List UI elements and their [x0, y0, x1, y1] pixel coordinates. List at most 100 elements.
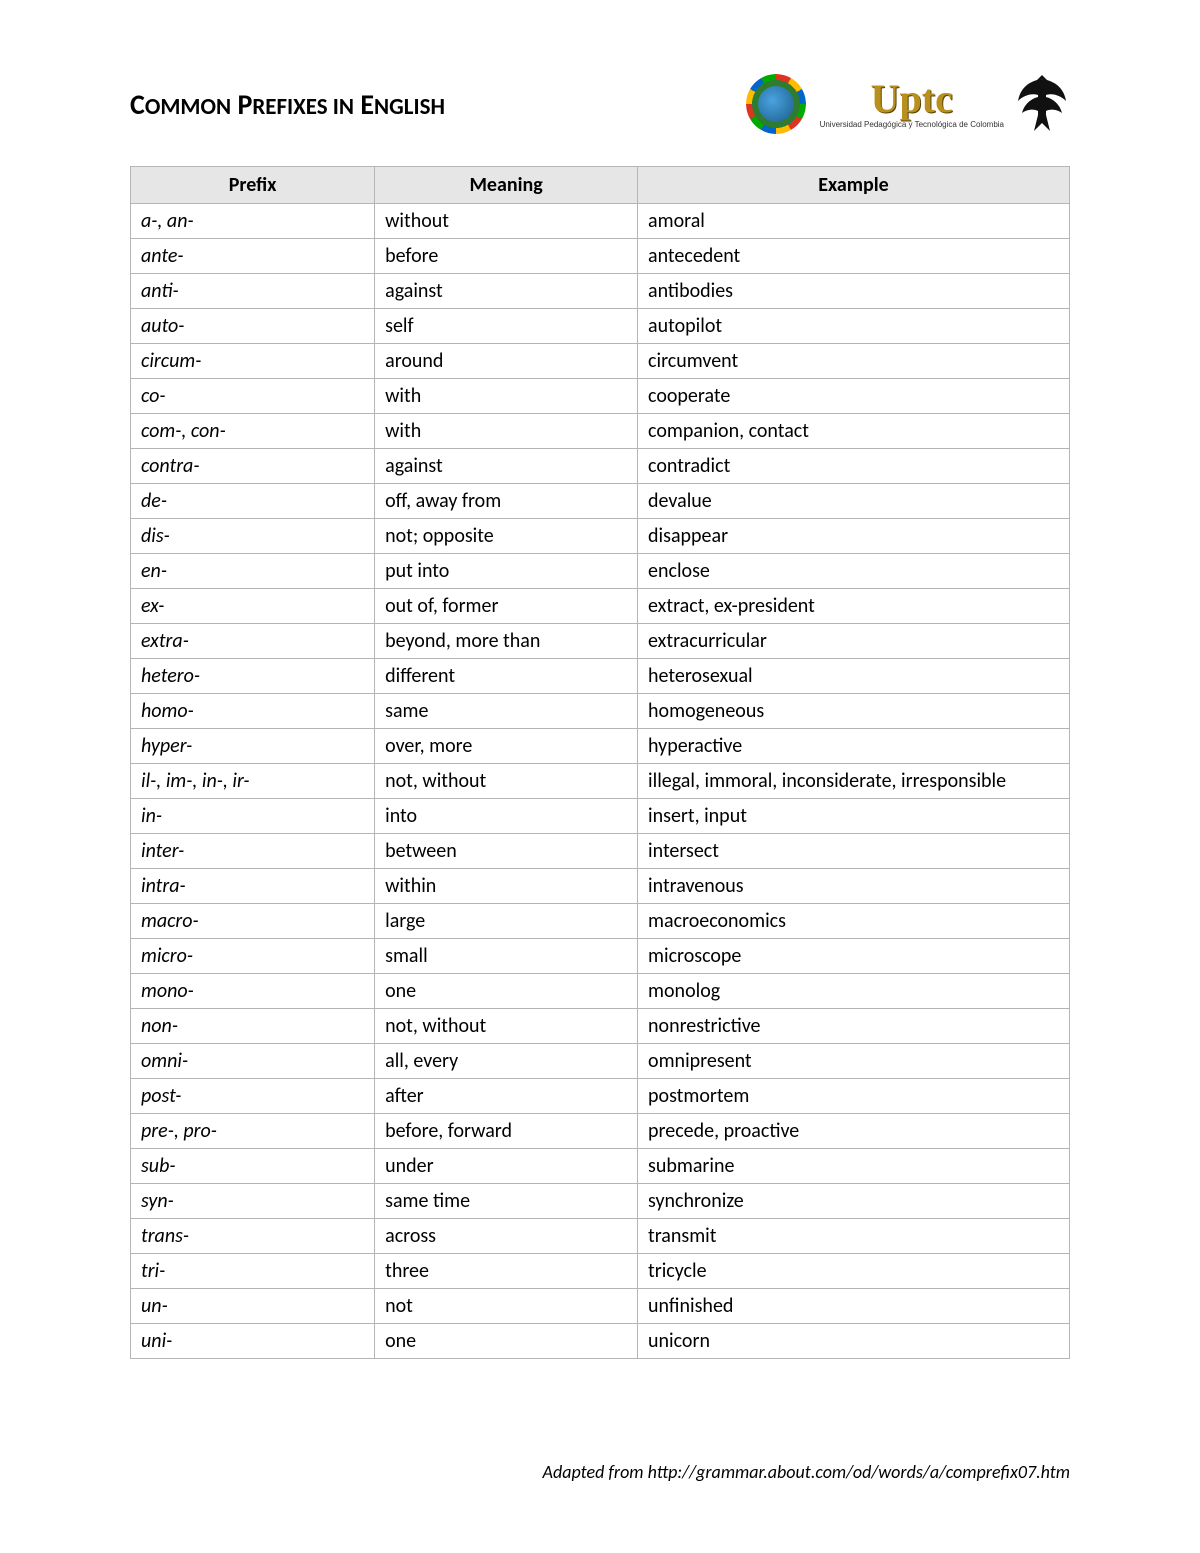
table-row: il-, im-, in-, ir-not, withoutillegal, i…: [131, 764, 1070, 799]
col-prefix-cell: hetero-: [131, 659, 375, 694]
col-example-cell: extract, ex-president: [638, 589, 1070, 624]
col-meaning-cell: small: [375, 939, 638, 974]
col-prefix-cell: trans-: [131, 1219, 375, 1254]
col-example-cell: precede, proactive: [638, 1114, 1070, 1149]
table-row: post-afterpostmortem: [131, 1079, 1070, 1114]
col-meaning-cell: over, more: [375, 729, 638, 764]
col-example-cell: hyperactive: [638, 729, 1070, 764]
logo-group: Uptc Universidad Pedagógica y Tecnológic…: [742, 70, 1070, 138]
table-row: co-withcooperate: [131, 379, 1070, 414]
col-prefix-cell: extra-: [131, 624, 375, 659]
col-meaning-cell: not, without: [375, 1009, 638, 1044]
col-prefix-cell: de-: [131, 484, 375, 519]
table-row: contra-againstcontradict: [131, 449, 1070, 484]
col-example-cell: monolog: [638, 974, 1070, 1009]
table-row: sub-undersubmarine: [131, 1149, 1070, 1184]
col-prefix-cell: un-: [131, 1289, 375, 1324]
col-meaning-cell: beyond, more than: [375, 624, 638, 659]
col-prefix-cell: sub-: [131, 1149, 375, 1184]
col-prefix-cell: com-, con-: [131, 414, 375, 449]
table-header: Prefix Meaning Example: [131, 167, 1070, 204]
table-row: com-, con-withcompanion, contact: [131, 414, 1070, 449]
col-meaning-cell: out of, former: [375, 589, 638, 624]
col-example-cell: companion, contact: [638, 414, 1070, 449]
table-row: a-, an-withoutamoral: [131, 204, 1070, 239]
table-row: un-notunfinished: [131, 1289, 1070, 1324]
uptc-logo: Uptc Universidad Pedagógica y Tecnológic…: [820, 79, 1004, 129]
col-meaning-cell: all, every: [375, 1044, 638, 1079]
table-row: ex-out of, formerextract, ex-president: [131, 589, 1070, 624]
col-example-cell: homogeneous: [638, 694, 1070, 729]
col-meaning-cell: self: [375, 309, 638, 344]
table-row: dis-not; oppositedisappear: [131, 519, 1070, 554]
col-prefix-cell: micro-: [131, 939, 375, 974]
col-example-cell: submarine: [638, 1149, 1070, 1184]
table-row: in-intoinsert, input: [131, 799, 1070, 834]
col-meaning-cell: between: [375, 834, 638, 869]
col-prefix-cell: uni-: [131, 1324, 375, 1359]
table-row: macro-largemacroeconomics: [131, 904, 1070, 939]
col-prefix-cell: tri-: [131, 1254, 375, 1289]
col-prefix-cell: auto-: [131, 309, 375, 344]
page: COMMON PREFIXES IN ENGLISH Uptc Universi…: [0, 0, 1200, 1553]
col-example-cell: microscope: [638, 939, 1070, 974]
col-prefix-cell: hyper-: [131, 729, 375, 764]
table-row: trans-acrosstransmit: [131, 1219, 1070, 1254]
col-example-cell: antecedent: [638, 239, 1070, 274]
col-meaning-cell: across: [375, 1219, 638, 1254]
col-prefix-cell: intra-: [131, 869, 375, 904]
table-row: inter-betweenintersect: [131, 834, 1070, 869]
col-meaning-cell: same time: [375, 1184, 638, 1219]
col-prefix-cell: inter-: [131, 834, 375, 869]
col-meaning-cell: with: [375, 414, 638, 449]
page-title: COMMON PREFIXES IN ENGLISH: [130, 87, 445, 122]
col-meaning-cell: put into: [375, 554, 638, 589]
col-meaning-cell: not; opposite: [375, 519, 638, 554]
col-meaning-cell: not: [375, 1289, 638, 1324]
col-example-cell: omnipresent: [638, 1044, 1070, 1079]
table-row: homo-samehomogeneous: [131, 694, 1070, 729]
table-row: pre-, pro-before, forwardprecede, proact…: [131, 1114, 1070, 1149]
citation-footer: Adapted from http://grammar.about.com/od…: [543, 1461, 1070, 1483]
col-prefix-cell: a-, an-: [131, 204, 375, 239]
col-meaning-cell: one: [375, 1324, 638, 1359]
uptc-logo-text: Uptc: [871, 79, 953, 119]
col-example-cell: extracurricular: [638, 624, 1070, 659]
uptc-logo-subtitle: Universidad Pedagógica y Tecnológica de …: [820, 121, 1004, 129]
table-row: circum-aroundcircumvent: [131, 344, 1070, 379]
col-prefix-cell: co-: [131, 379, 375, 414]
col-meaning-cell: not, without: [375, 764, 638, 799]
col-example-cell: synchronize: [638, 1184, 1070, 1219]
col-example-cell: intravenous: [638, 869, 1070, 904]
col-example-cell: transmit: [638, 1219, 1070, 1254]
table-row: anti-againstantibodies: [131, 274, 1070, 309]
col-prefix-cell: macro-: [131, 904, 375, 939]
table-row: en-put intoenclose: [131, 554, 1070, 589]
col-meaning-cell: with: [375, 379, 638, 414]
col-example-cell: circumvent: [638, 344, 1070, 379]
col-meaning-cell: after: [375, 1079, 638, 1114]
col-meaning-cell: different: [375, 659, 638, 694]
col-meaning-cell: without: [375, 204, 638, 239]
col-example-cell: antibodies: [638, 274, 1070, 309]
col-prefix-cell: anti-: [131, 274, 375, 309]
col-prefix-cell: contra-: [131, 449, 375, 484]
col-example-cell: postmortem: [638, 1079, 1070, 1114]
table-body: a-, an-withoutamoralante-beforeanteceden…: [131, 204, 1070, 1359]
col-prefix-cell: pre-, pro-: [131, 1114, 375, 1149]
globe-icon: [758, 86, 794, 122]
col-prefix-cell: in-: [131, 799, 375, 834]
col-example-cell: heterosexual: [638, 659, 1070, 694]
col-example-cell: disappear: [638, 519, 1070, 554]
col-meaning-cell: before, forward: [375, 1114, 638, 1149]
table-row: hyper-over, morehyperactive: [131, 729, 1070, 764]
col-meaning-cell: before: [375, 239, 638, 274]
col-example-cell: insert, input: [638, 799, 1070, 834]
eagle-crest-logo: [1014, 71, 1070, 137]
col-example-cell: enclose: [638, 554, 1070, 589]
col-meaning-cell: three: [375, 1254, 638, 1289]
table-row: omni-all, everyomnipresent: [131, 1044, 1070, 1079]
table-row: syn-same timesynchronize: [131, 1184, 1070, 1219]
col-prefix-cell: homo-: [131, 694, 375, 729]
col-prefix-cell: post-: [131, 1079, 375, 1114]
